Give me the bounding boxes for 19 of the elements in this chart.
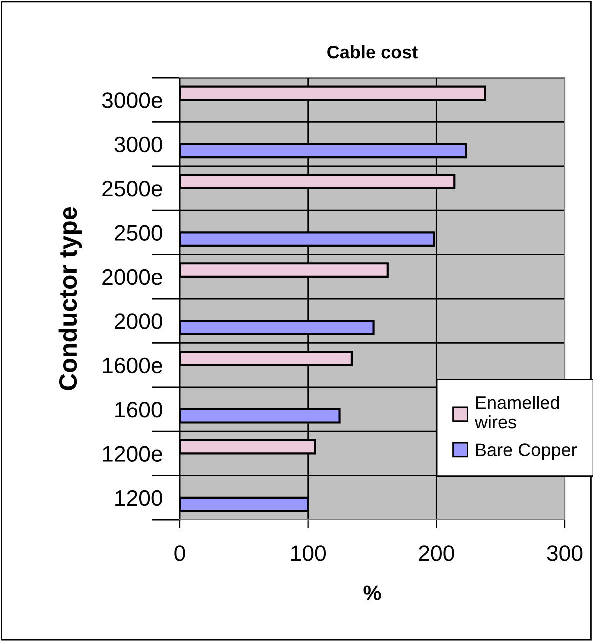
y-tick-label: 3000 [114, 136, 162, 153]
y-tick-label: 1200e [103, 446, 162, 462]
y-axis-title: Conductor type [58, 207, 82, 390]
x-tick-label: 0 [174, 546, 186, 562]
legend-label: Bare Copper [476, 444, 578, 460]
legend-label: Enamelled wires [474, 396, 560, 429]
chart-title: Cable cost [328, 45, 418, 59]
y-tick-label: 2000e [102, 269, 162, 286]
y-tick-label: 2500e [102, 181, 162, 197]
y-tick-label: 1600e [103, 358, 162, 374]
y-tick-label: 2000 [115, 314, 162, 330]
x-tick-label: 200 [419, 546, 454, 562]
x-axis-title: % [364, 586, 382, 600]
y-tick-label: 3000e [102, 92, 162, 108]
x-tick-label: 300 [547, 546, 583, 562]
y-tick-label: 1200 [116, 490, 162, 506]
y-tick-label: 1600 [116, 402, 162, 418]
x-tick-label: 100 [291, 546, 326, 562]
y-tick-label: 2500 [115, 225, 162, 241]
